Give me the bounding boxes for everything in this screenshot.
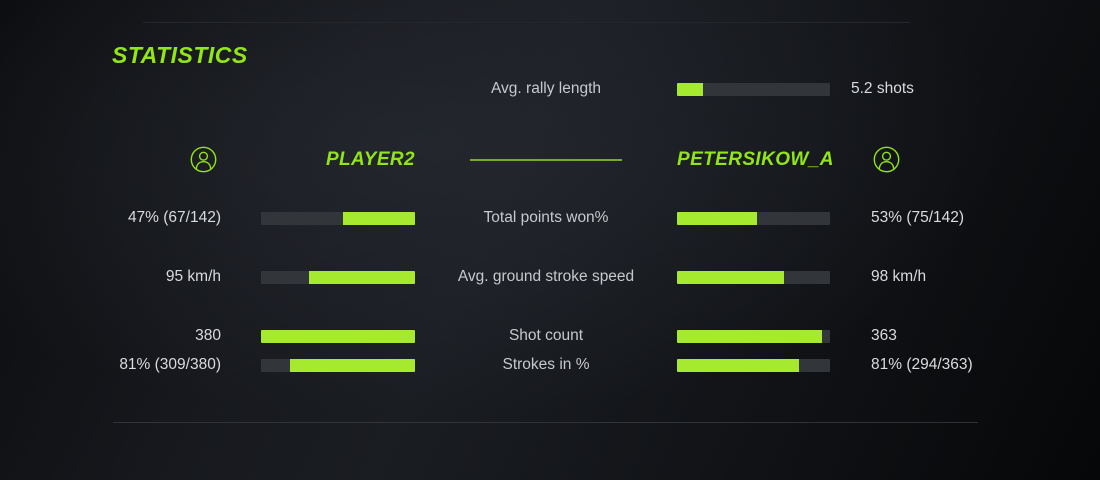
rally-length-label: Avg. rally length — [491, 80, 601, 97]
stat-row-strokes-in: 81% (309/380) Strokes in % 81% (294/363) — [0, 350, 1100, 380]
stat-left-bar-fill — [342, 211, 415, 225]
stat-left-bar — [261, 329, 415, 343]
rally-length-value: 5.2 shots — [851, 80, 914, 97]
rally-length-bar — [677, 82, 830, 96]
stat-right-value: 53% (75/142) — [871, 209, 965, 226]
stat-right-bar — [677, 358, 830, 372]
stat-label: Avg. ground stroke speed — [457, 268, 635, 285]
stat-left-bar-fill — [261, 329, 415, 343]
stat-left-bar-fill — [308, 270, 415, 284]
stat-left-bar — [261, 358, 415, 372]
player-right-name[interactable]: PETERSIKOW_A — [677, 149, 834, 170]
stat-label: Total points won% — [483, 209, 609, 226]
player-left-avatar user-icon[interactable] — [190, 146, 217, 173]
player-right-avatar user-icon[interactable] — [873, 146, 900, 173]
vs-divider-line — [470, 159, 622, 161]
page-title: STATISTICS — [112, 42, 248, 68]
stat-right-value: 98 km/h — [871, 268, 927, 285]
stat-left-value: 380 — [195, 327, 221, 344]
stat-right-value: 81% (294/363) — [871, 356, 973, 373]
bottom-separator-line — [113, 422, 978, 423]
stat-right-bar — [677, 211, 830, 225]
stat-row-total-points: 47% (67/142) Total points won% 53% (75/1… — [0, 203, 1100, 233]
stat-right-bar-fill — [677, 358, 800, 372]
stat-left-bar-fill — [290, 358, 415, 372]
player-left-name[interactable]: PLAYER2 — [325, 149, 415, 170]
stat-left-bar — [261, 270, 415, 284]
stat-left-bar — [261, 211, 415, 225]
stat-right-bar-fill — [677, 270, 785, 284]
stat-label: Shot count — [508, 327, 584, 344]
stat-row-stroke-speed: 95 km/h Avg. ground stroke speed 98 km/h — [0, 262, 1100, 292]
stat-left-value: 81% (309/380) — [119, 356, 221, 373]
stat-right-bar-fill — [677, 329, 823, 343]
stat-left-value: 95 km/h — [165, 268, 221, 285]
rally-length-bar-fill — [677, 82, 703, 96]
stat-right-value: 363 — [871, 327, 897, 344]
rally-length-row: Avg. rally length 5.2 shots — [0, 74, 1100, 104]
top-separator-line — [143, 22, 910, 23]
stat-right-bar-fill — [677, 211, 757, 225]
stat-row-shot-count: 380 Shot count 363 — [0, 321, 1100, 351]
stat-label: Strokes in % — [502, 356, 590, 373]
stat-right-bar — [677, 270, 830, 284]
stat-left-value: 47% (67/142) — [127, 209, 221, 226]
stat-right-bar — [677, 329, 830, 343]
